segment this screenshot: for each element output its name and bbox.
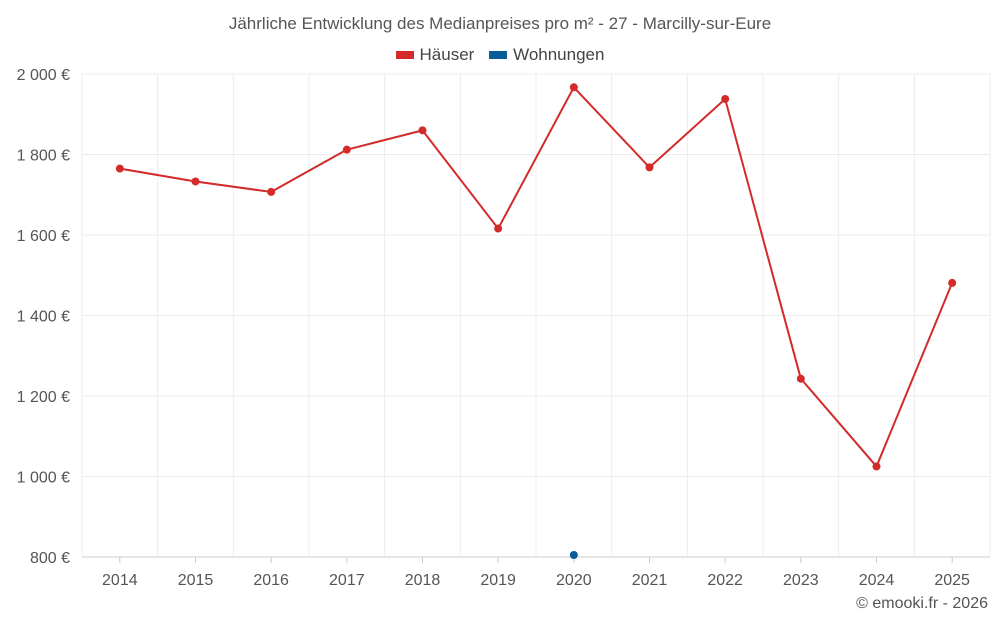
y-tick-label: 1 200 €	[17, 389, 70, 406]
x-tick-label: 2017	[329, 572, 365, 589]
x-tick-label: 2020	[556, 572, 592, 589]
y-tick-label: 1 800 €	[17, 148, 70, 165]
x-tick-label: 2022	[707, 572, 743, 589]
y-tick-label: 2 000 €	[17, 67, 70, 84]
copyright: © emooki.fr - 2026	[856, 595, 988, 612]
data-point	[569, 83, 578, 92]
x-tick-label: 2021	[632, 572, 668, 589]
legend-item-haeuser[interactable]: Häuser	[395, 45, 475, 65]
data-point	[872, 462, 881, 471]
x-tick-label: 2025	[934, 572, 970, 589]
data-point	[569, 550, 578, 559]
legend-item-wohnungen[interactable]: Wohnungen	[489, 45, 604, 65]
data-point	[494, 224, 503, 233]
data-point	[796, 374, 805, 383]
data-point	[191, 177, 200, 186]
series-line-haeuser	[119, 86, 954, 468]
data-point	[267, 187, 276, 196]
x-tick-label: 2024	[859, 572, 895, 589]
legend-label-wohnungen: Wohnungen	[513, 45, 605, 64]
x-tick-label: 2014	[102, 572, 138, 589]
data-point	[721, 94, 730, 103]
chart-title: Jährliche Entwicklung des Medianpreises …	[228, 14, 772, 33]
data-point	[418, 126, 427, 135]
legend-swatch-haeuser	[395, 51, 414, 59]
y-tick-label: 800 €	[30, 550, 70, 567]
data-point	[342, 145, 351, 154]
data-point	[948, 278, 957, 287]
x-tick-label: 2018	[405, 572, 441, 589]
x-tick-label: 2015	[178, 572, 214, 589]
y-tick-label: 1 400 €	[17, 309, 70, 326]
x-tick-label: 2019	[480, 572, 516, 589]
legend: Häuser Wohnungen	[0, 44, 1000, 65]
y-tick-label: 1 000 €	[17, 470, 70, 487]
data-point	[115, 164, 124, 173]
legend-swatch-wohnungen	[489, 51, 508, 59]
data-point	[645, 163, 654, 172]
x-tick-label: 2016	[253, 572, 289, 589]
legend-label-haeuser: Häuser	[419, 45, 475, 64]
x-tick-label: 2023	[783, 572, 819, 589]
y-tick-label: 1 600 €	[17, 228, 70, 245]
